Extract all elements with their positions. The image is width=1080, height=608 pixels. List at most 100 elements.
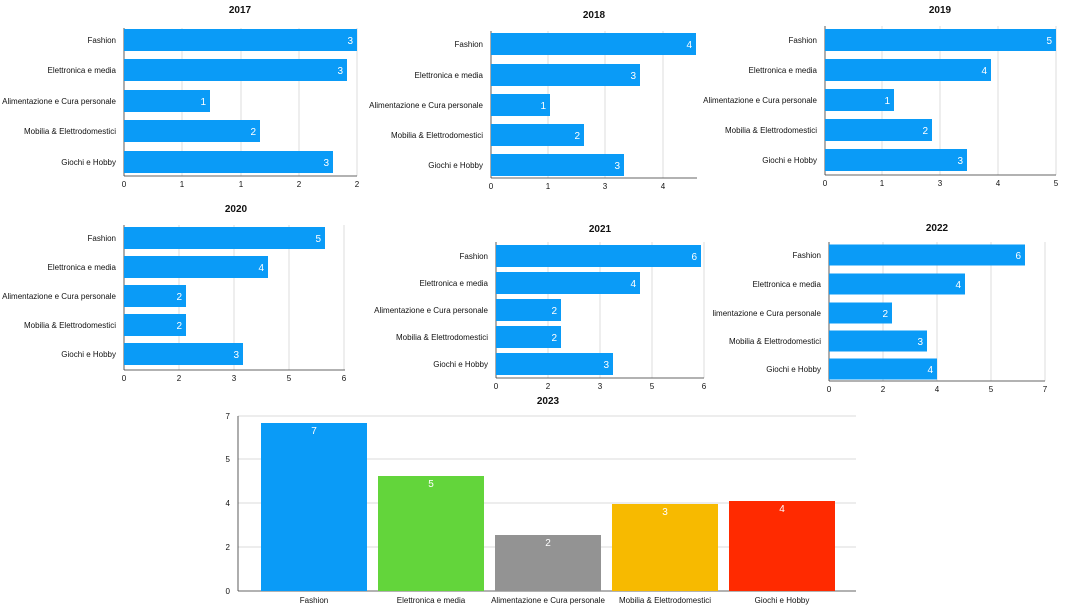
category-label-giochi-e-hobby: Giochi e Hobby [755,596,810,605]
data-label: 3 [323,158,329,169]
chart-title: 2018 [583,10,606,21]
bar-elettronica-e-media [491,64,640,86]
bar-fashion [825,29,1056,51]
data-label: 3 [233,350,239,361]
category-label-mobilia-and-elettrodomestici: Mobilia & Elettrodomestici [725,126,817,135]
category-label-fashion: Fashion [88,234,116,243]
bar-alimentazione-e-cura-personale [496,299,561,321]
data-label: 5 [315,234,321,245]
chart-2020: 2020 0 2 3 5 6 Fashion 5 Elettronica e media 4 Ali… [2,204,347,383]
x-tick-label: 5 [287,374,292,383]
bar-giochi-e-hobby [829,358,937,380]
category-label-giochi-e-hobby: Giochi e Hobby [61,158,116,167]
data-label: 5 [428,479,434,490]
category-label-elettronica-e-media: Elettronica e media [420,279,489,288]
x-tick-label: 2 [881,385,886,394]
chart-title: 2020 [225,204,248,215]
data-label: 3 [917,337,923,348]
bar-mobilia-and-elettrodomestici [124,314,186,336]
x-tick-label: 5 [989,385,994,394]
x-tick-label: 5 [1054,179,1059,188]
category-label-mobilia-and-elettrodomestici: Mobilia & Elettrodomestici [729,337,821,346]
x-tick-label: 0 [494,382,499,391]
category-label-fashion: Fashion [455,40,483,49]
category-label-mobilia-and-elettrodomestici: Mobilia & Elettrodomestici [24,321,116,330]
data-label: 2 [176,321,182,332]
data-label: 1 [884,96,890,107]
data-label: 2 [574,131,580,142]
y-tick-label: 2 [226,543,231,552]
category-label-elettronica-e-media: Elettronica e media [397,596,466,605]
data-label: 6 [691,252,697,263]
data-label: 4 [258,263,264,274]
data-label: 1 [540,101,546,112]
category-label-alimentazione-e-cura-personale: Alimentazione e Cura personale [374,306,488,315]
category-label-giochi-e-hobby: Giochi e Hobby [61,350,116,359]
category-label-elettronica-e-media: Elettronica e media [415,71,484,80]
category-label-alimentazione-e-cura-personale: Alimentazione e Cura personale [369,101,483,110]
x-tick-label: 7 [1043,385,1048,394]
bar-alimentazione-e-cura-personale [124,90,210,112]
category-label-elettronica-e-media: Elettronica e media [753,280,822,289]
chart-2018: 2018 0 1 3 4 Fashion 4 Elettronica e media 3 Alim… [369,10,697,191]
category-label-giochi-e-hobby: Giochi e Hobby [428,161,483,170]
bar-mobilia-and-elettrodomestici [496,326,561,348]
category-label-alimentazione-e-cura-personale: Alimentazione e Cura personale [491,596,605,605]
x-tick-label: 4 [935,385,940,394]
category-label-elettronica-e-media: Elettronica e media [48,263,117,272]
bar-giochi-e-hobby [124,151,333,173]
category-label-limentazione-e-cura-personale: limentazione e Cura personale [712,309,821,318]
chart-2021: 2021 0 2 3 5 6 Fashion 6 Elettronica e media 4 Ali… [374,224,707,391]
bar-mobilia-and-elettrodomestici [825,119,932,141]
bar-elettronica-e-media [124,256,268,278]
data-label: 3 [662,507,668,518]
chart-2022: 2022 0 2 4 5 7 Fashion 6 Elettronica e media 4 lim… [712,223,1047,394]
category-label-elettronica-e-media: Elettronica e media [48,66,117,75]
bar-elettronica-e-media [378,476,484,591]
category-label-mobilia-and-elettrodomestici: Mobilia & Elettrodomestici [619,596,711,605]
bar-mobilia-and-elettrodomestici [491,124,584,146]
bar-elettronica-e-media [496,272,640,294]
bar-elettronica-e-media [124,59,347,81]
bar-alimentazione-e-cura-personale [495,535,601,591]
bar-fashion [829,244,1025,266]
x-tick-label: 6 [342,374,347,383]
data-label: 4 [927,365,933,376]
bar-alimentazione-e-cura-personale [491,94,550,116]
chart-title: 2021 [589,224,612,235]
category-label-fashion: Fashion [460,252,488,261]
x-tick-label: 4 [661,182,666,191]
data-label: 5 [1046,36,1052,47]
x-tick-label: 0 [823,179,828,188]
category-label-elettronica-e-media: Elettronica e media [749,66,818,75]
x-tick-label: 4 [996,179,1001,188]
category-label-alimentazione-e-cura-personale: Alimentazione e Cura personale [2,292,116,301]
chart-2023: 2023 0 2 4 5 7 7 Fashion 5 Elettronica e media 2 Al… [226,396,856,605]
x-tick-label: 1 [880,179,885,188]
data-label: 2 [551,333,557,344]
bar-alimentazione-e-cura-personale [825,89,894,111]
y-tick-label: 0 [226,587,231,596]
bar-fashion [261,423,367,591]
category-label-alimentazione-e-cura-personale: Alimentazione e Cura personale [703,96,817,105]
category-label-mobilia-and-elettrodomestici: Mobilia & Elettrodomestici [396,333,488,342]
category-label-fashion: Fashion [300,596,328,605]
bar-giochi-e-hobby [729,501,835,591]
data-label: 6 [1015,251,1021,262]
x-tick-label: 0 [827,385,832,394]
x-tick-label: 6 [702,382,707,391]
category-label-giochi-e-hobby: Giochi e Hobby [766,365,821,374]
bar-elettronica-e-media [825,59,991,81]
bar-fashion [496,245,701,267]
data-label: 4 [630,279,636,290]
x-tick-label: 0 [122,374,127,383]
y-tick-label: 4 [226,499,231,508]
y-tick-label: 5 [226,455,231,464]
category-label-fashion: Fashion [88,36,116,45]
x-tick-label: 2 [177,374,182,383]
data-label: 2 [176,292,182,303]
category-label-mobilia-and-elettrodomestici: Mobilia & Elettrodomestici [391,131,483,140]
x-tick-label: 1 [546,182,551,191]
bar-giochi-e-hobby [124,343,243,365]
bar-giochi-e-hobby [491,154,624,176]
